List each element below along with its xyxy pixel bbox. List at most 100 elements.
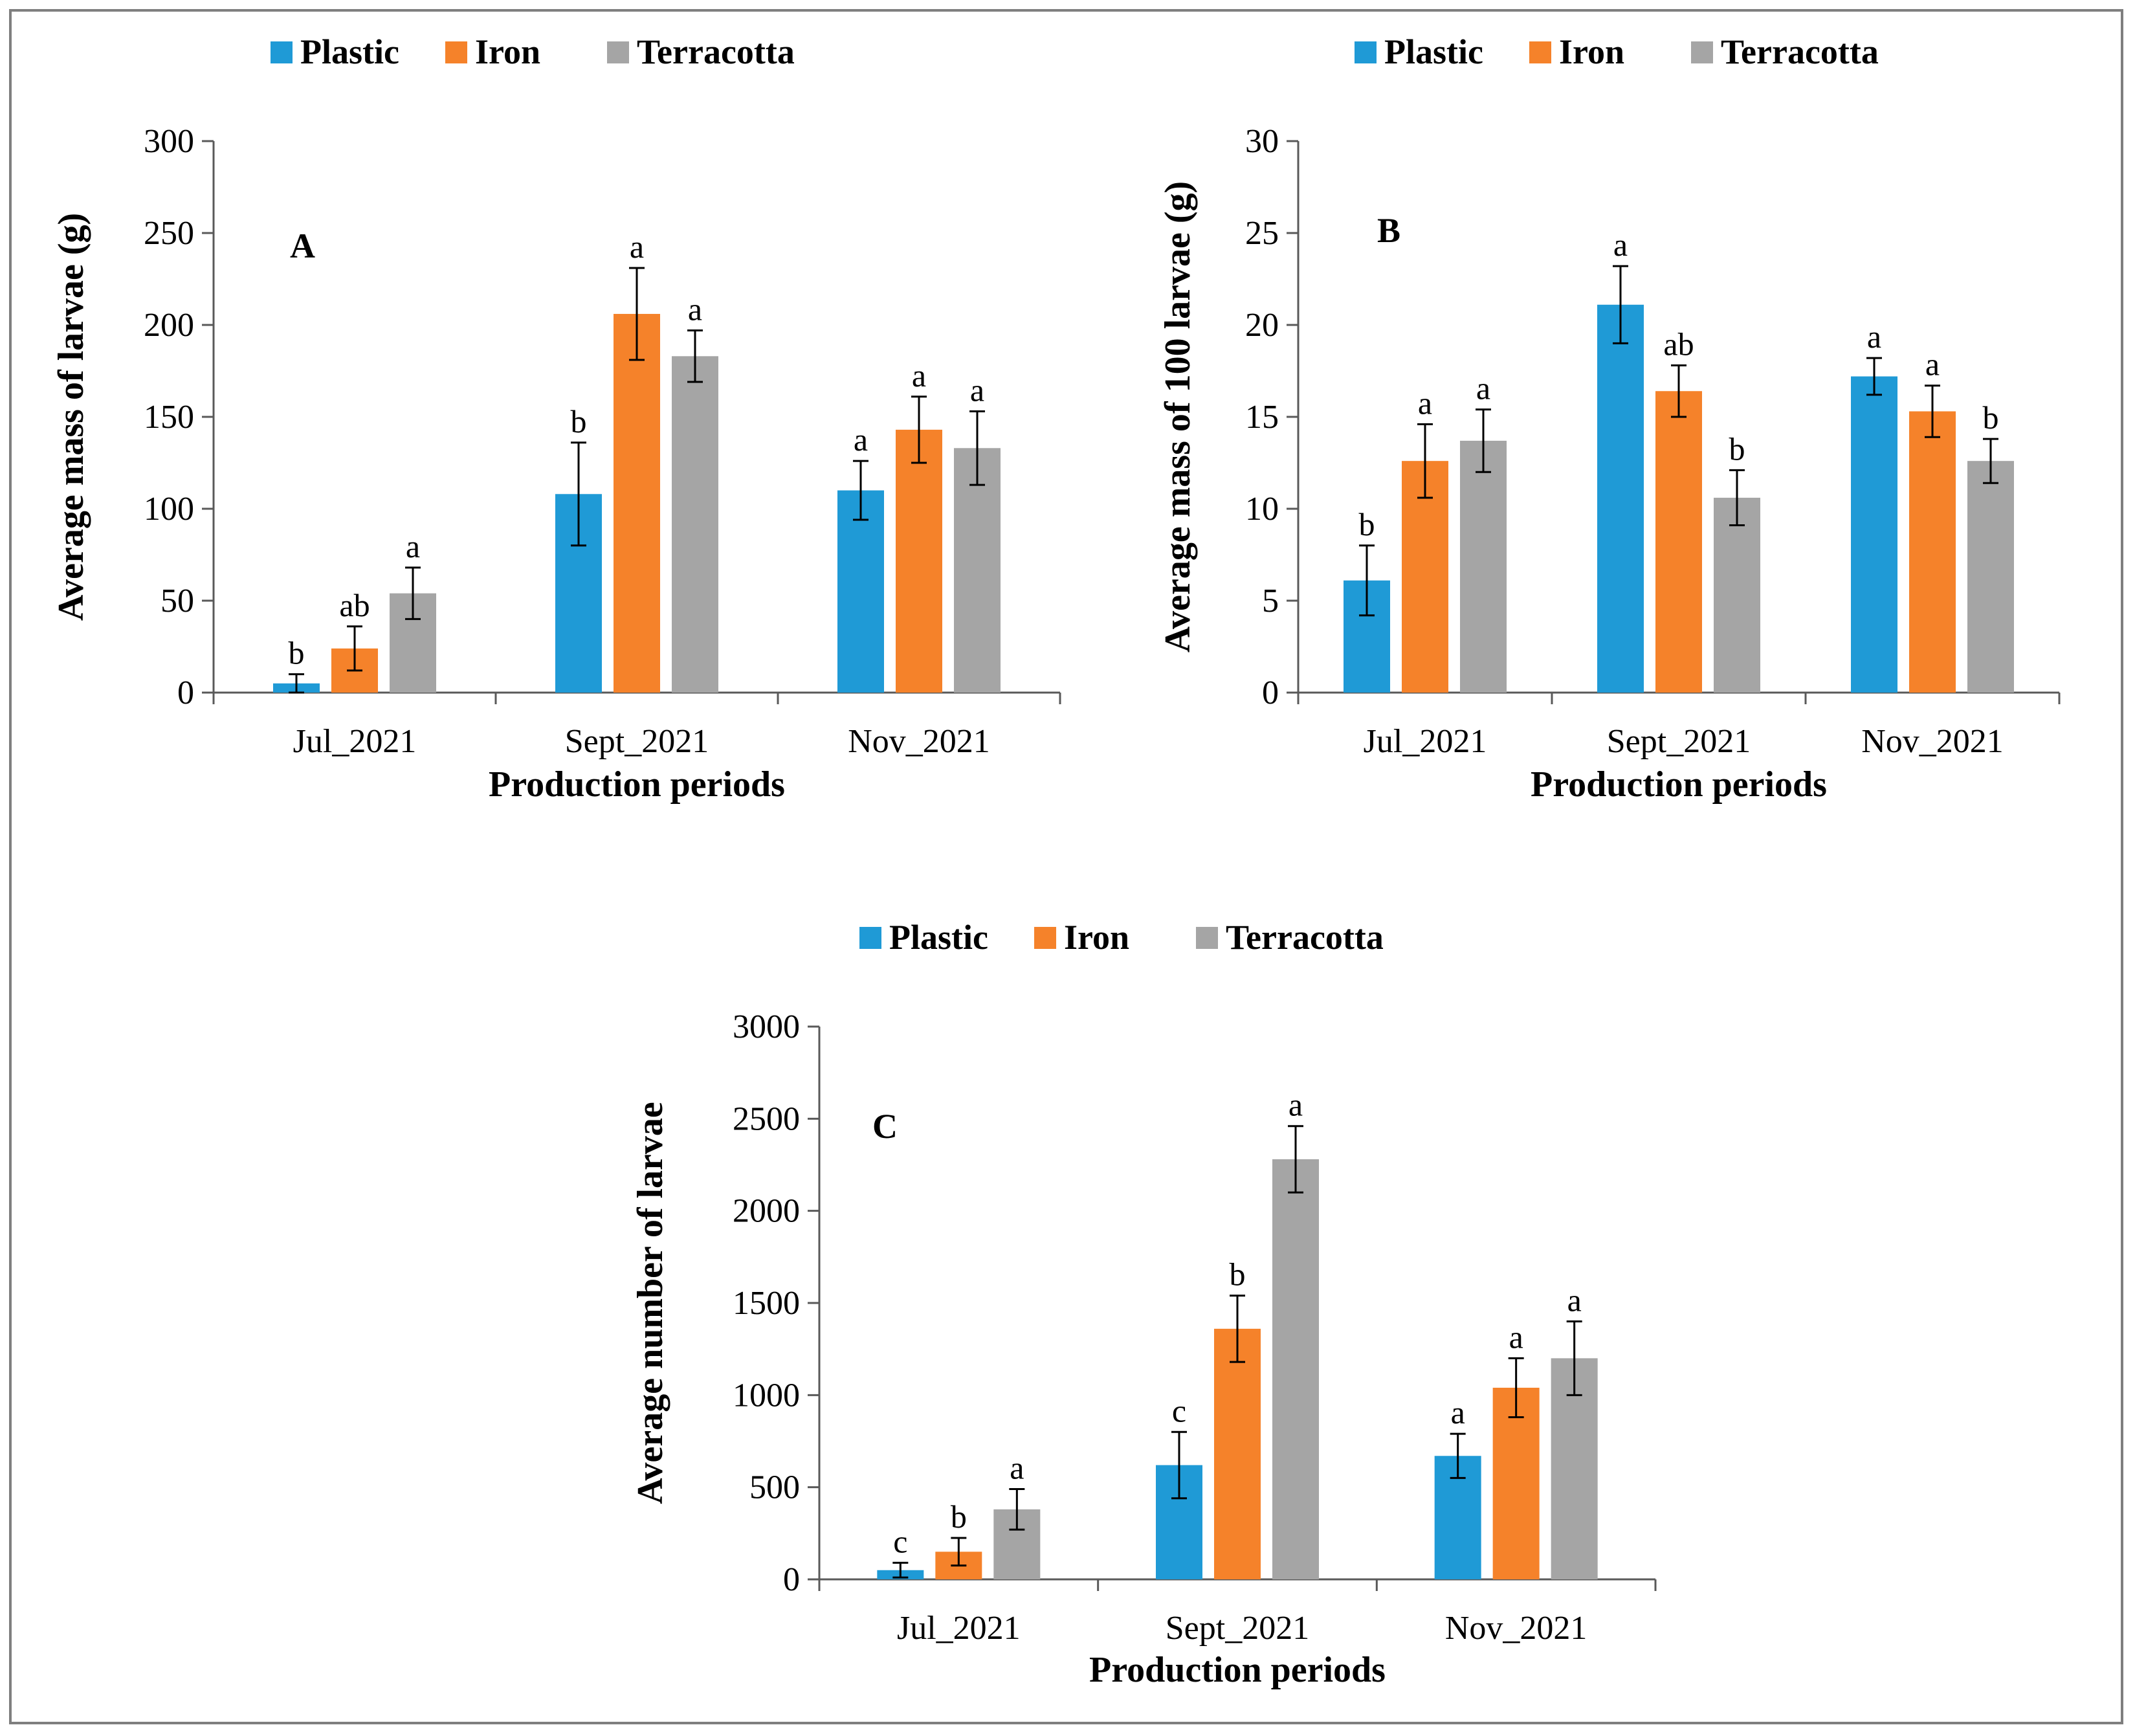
significance-label: a (1867, 318, 1881, 355)
significance-label: b (289, 635, 305, 671)
significance-label: a (1509, 1319, 1523, 1355)
chart-panel-a: Plastic Iron Terracotta 0 50 100 150 200 250 300 J… (51, 32, 1061, 805)
significance-label: ab (1663, 326, 1694, 362)
chart-panel-b: Plastic Iron Terracotta 0 5 10 15 20 25 30 Jul_202… (1158, 32, 2061, 805)
legend-label-iron: Iron (1064, 918, 1129, 957)
bar-plastic (1851, 376, 1897, 693)
bar-terracotta (1272, 1159, 1319, 1579)
x-tick-label: Jul_2021 (897, 1610, 1021, 1647)
significance-label: b (1729, 430, 1745, 467)
y-axis-title: Average mass of larvae (g) (51, 213, 91, 621)
significance-label: a (688, 291, 702, 328)
legend-label-terracotta: Terracotta (1721, 32, 1879, 71)
y-tick-label: 3000 (733, 1008, 800, 1045)
y-tick-label: 2500 (733, 1100, 800, 1137)
y-tick-label: 100 (144, 491, 194, 528)
legend-swatch-terracotta (607, 41, 629, 63)
x-tick-label: Sept_2021 (1607, 723, 1751, 760)
x-axis-title: Production periods (1089, 1650, 1386, 1690)
legend-label-iron: Iron (475, 32, 540, 71)
legend-swatch-iron (445, 41, 467, 63)
significance-label: b (1230, 1256, 1246, 1293)
significance-label: a (1289, 1087, 1303, 1123)
significance-label: a (854, 421, 868, 458)
significance-label: a (1567, 1282, 1582, 1318)
legend-label-iron: Iron (1559, 32, 1624, 71)
legend-swatch-terracotta (1196, 927, 1218, 949)
bar-iron (1402, 461, 1448, 693)
significance-label: a (406, 528, 420, 564)
significance-label: a (1476, 370, 1490, 406)
x-tick-label: Jul_2021 (1364, 723, 1487, 760)
bar-plastic (837, 490, 884, 693)
chart-panel-c: Plastic Iron Terracotta 0 500 1000 1500 2000 250… (630, 918, 1657, 1690)
bar-iron (1214, 1328, 1261, 1579)
y-tick-label: 0 (1262, 674, 1279, 711)
legend-label-terracotta: Terracotta (1226, 918, 1384, 957)
bar-plastic (1597, 304, 1644, 693)
y-tick-label: 10 (1245, 491, 1279, 528)
bar-iron (896, 429, 942, 693)
y-tick-label: 1500 (733, 1285, 800, 1322)
y-axis-title: Average number of larvae (630, 1102, 670, 1504)
y-tick-label: 20 (1245, 307, 1279, 344)
y-axis-title: Average mass of 100 larvae (g) (1158, 181, 1198, 652)
significance-label: c (893, 1523, 907, 1559)
significance-label: a (1613, 227, 1628, 263)
bar-terracotta (1714, 497, 1760, 693)
y-tick-label: 0 (783, 1561, 800, 1598)
y-tick-label: 300 (144, 123, 194, 160)
significance-label: ab (339, 587, 370, 623)
bar-terracotta (672, 356, 718, 693)
bar-iron (1492, 1387, 1540, 1579)
x-tick-label: Jul_2021 (293, 723, 417, 760)
x-tick-label: Nov_2021 (1861, 723, 2004, 760)
significance-label: c (1172, 1392, 1186, 1429)
significance-label: a (1418, 384, 1432, 421)
y-tick-label: 1000 (733, 1377, 800, 1414)
y-tick-label: 0 (177, 674, 194, 711)
significance-label: b (1359, 506, 1375, 542)
legend-swatch-terracotta (1691, 41, 1713, 63)
panel-letter: B (1377, 211, 1400, 250)
legend-label-terracotta: Terracotta (637, 32, 795, 71)
x-tick-label: Sept_2021 (1166, 1610, 1309, 1647)
x-axis-title: Production periods (489, 764, 785, 805)
y-tick-label: 30 (1245, 123, 1279, 160)
panel-letter: A (290, 227, 315, 265)
legend-label-plastic: Plastic (889, 918, 988, 957)
y-tick-label: 2000 (733, 1193, 800, 1230)
figure-canvas: Plastic Iron Terracotta050100150200250300J… (51, 32, 2061, 1690)
panel-letter: C (872, 1107, 898, 1146)
y-tick-label: 150 (144, 399, 194, 436)
legend-label-plastic: Plastic (1384, 32, 1483, 71)
bar-iron (1655, 391, 1702, 693)
x-tick-label: Nov_2021 (1445, 1610, 1587, 1647)
y-tick-label: 50 (160, 583, 194, 619)
y-tick-label: 500 (749, 1469, 800, 1506)
y-tick-label: 15 (1245, 399, 1279, 436)
legend: Plastic Iron Terracotta (1355, 32, 1879, 71)
significance-label: a (1451, 1394, 1465, 1430)
significance-label: b (951, 1498, 967, 1535)
significance-label: a (912, 357, 926, 394)
legend-swatch-plastic (859, 927, 881, 949)
legend-swatch-plastic (1355, 41, 1377, 63)
y-tick-label: 200 (144, 307, 194, 344)
y-tick-label: 250 (144, 215, 194, 252)
x-axis-title: Production periods (1531, 764, 1827, 805)
legend-swatch-plastic (271, 41, 293, 63)
legend-swatch-iron (1529, 41, 1551, 63)
bar-terracotta (954, 448, 1001, 693)
legend: Plastic Iron Terracotta (859, 918, 1384, 957)
significance-label: a (1925, 346, 1940, 383)
bar-terracotta (1967, 461, 2014, 693)
x-tick-label: Nov_2021 (848, 723, 990, 760)
y-tick-label: 5 (1262, 583, 1279, 619)
significance-label: b (1983, 399, 1999, 436)
y-tick-label: 25 (1245, 215, 1279, 252)
significance-label: a (630, 228, 644, 265)
legend-label-plastic: Plastic (300, 32, 399, 71)
bar-terracotta (1460, 440, 1507, 693)
legend-swatch-iron (1034, 927, 1056, 949)
